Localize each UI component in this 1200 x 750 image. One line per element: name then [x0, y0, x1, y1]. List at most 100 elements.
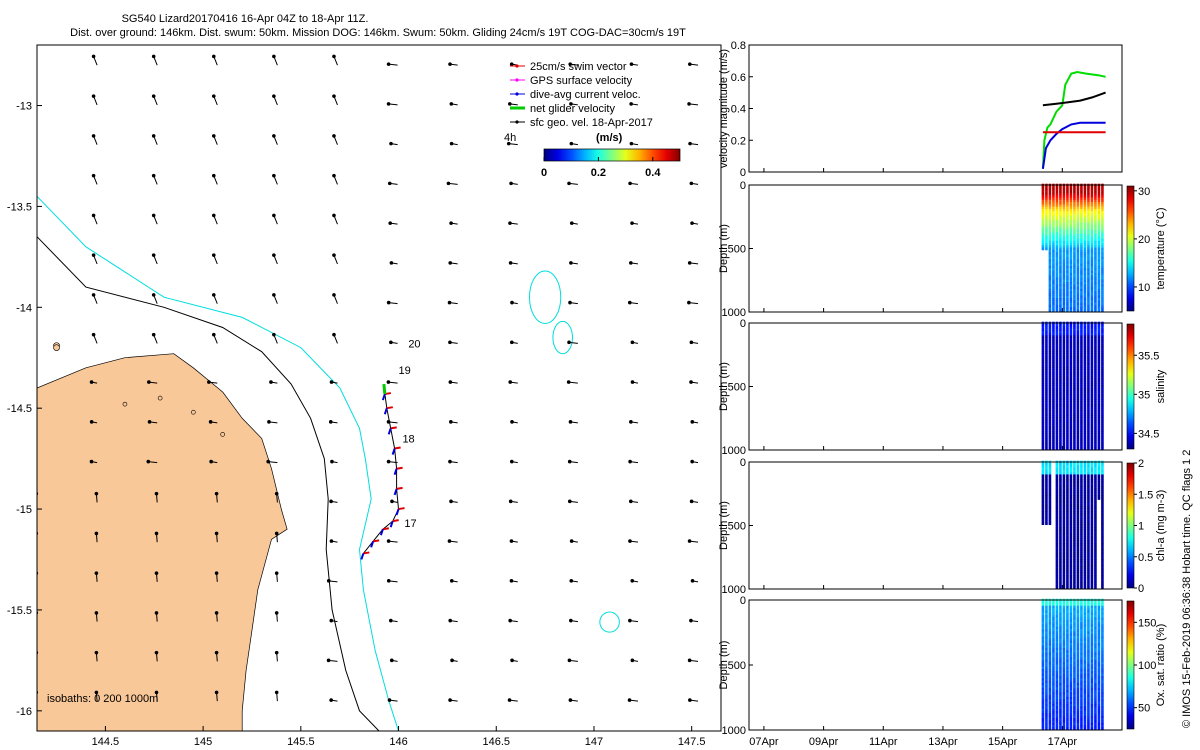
- profile-sample: [1055, 472, 1059, 475]
- profile-sample: [1055, 584, 1059, 587]
- current-arrow: [332, 173, 338, 185]
- net-velocity-vector: [382, 383, 387, 395]
- profile-sample: [1066, 374, 1069, 377]
- current-arrow: [154, 690, 159, 702]
- profile-sample: [1097, 478, 1101, 482]
- profile-sample: [1090, 323, 1094, 327]
- profile-sample: [1073, 238, 1076, 242]
- profile-sample: [1069, 554, 1073, 558]
- current-arrow: [386, 579, 398, 583]
- colorbar-tick: 34.5: [1138, 428, 1159, 440]
- profile-sample: [1097, 190, 1101, 194]
- current-arrow: [569, 579, 578, 583]
- profile-sample: [1055, 222, 1059, 226]
- profile-sample: [1097, 392, 1101, 396]
- profile-sample: [1059, 222, 1062, 226]
- profile-sample: [1090, 499, 1094, 503]
- profile-sample: [1101, 520, 1104, 523]
- profile-sample: [1076, 685, 1080, 688]
- profile-sample: [1066, 636, 1069, 639]
- profile-sample: [1090, 638, 1094, 642]
- profile-sample: [1087, 657, 1090, 660]
- profile-sample: [1052, 392, 1055, 396]
- profile-sample: [1045, 708, 1048, 712]
- profile-sample: [1059, 699, 1062, 702]
- profile-sample: [1055, 229, 1059, 233]
- profile-sample: [1094, 568, 1097, 571]
- profile-sample: [1062, 633, 1066, 637]
- profile-sample: [1080, 563, 1083, 567]
- profile-sample: [1066, 419, 1069, 423]
- profile-sample: [1052, 612, 1055, 616]
- profile-sample: [1094, 538, 1097, 542]
- profile-sample: [1041, 699, 1045, 702]
- day-label: 19: [399, 365, 411, 377]
- profile-sample: [1094, 238, 1097, 242]
- profile-sample: [1069, 197, 1073, 201]
- profile-sample: [1062, 426, 1066, 430]
- profile-sample: [1076, 522, 1080, 526]
- profile-sample: [1101, 438, 1104, 441]
- profile-sample: [1094, 661, 1097, 665]
- profile-sample: [1062, 552, 1066, 555]
- profile-sample: [1073, 217, 1076, 221]
- profile-sample: [1087, 307, 1090, 310]
- current-arrow: [389, 340, 398, 345]
- profile-sample: [1094, 436, 1097, 439]
- profile-sample: [1045, 351, 1048, 355]
- current-arrow: [274, 491, 279, 503]
- profile-sample: [1066, 517, 1069, 521]
- profile-sample: [1083, 335, 1087, 339]
- profile-sample: [1080, 687, 1083, 691]
- profile-sample: [1083, 208, 1087, 212]
- profile-sample: [1087, 335, 1090, 339]
- profile-sample: [1090, 666, 1094, 670]
- profile-sample: [1069, 699, 1073, 702]
- profile-sample: [1094, 617, 1097, 621]
- profile-sample: [1052, 426, 1055, 430]
- profile-sample: [1045, 636, 1048, 639]
- profile-sample: [1045, 204, 1048, 207]
- profile-sample: [1066, 227, 1069, 230]
- profile-sample: [1097, 291, 1101, 294]
- profile-sample: [1080, 272, 1083, 276]
- dac-vector: [370, 541, 375, 548]
- profile-sample: [1080, 387, 1083, 391]
- profile-sample: [1080, 701, 1083, 705]
- profile-sample: [1062, 208, 1066, 212]
- profile-sample: [1052, 298, 1055, 301]
- profile-sample: [1066, 358, 1069, 361]
- profile-sample: [1090, 704, 1094, 707]
- profile-sample: [1097, 601, 1101, 604]
- profile-sample: [1076, 540, 1080, 544]
- profile-sample: [1083, 654, 1087, 658]
- profile-sample: [1090, 476, 1094, 480]
- profile-sample: [1062, 387, 1066, 391]
- map-colorbar-tick: 0: [541, 167, 547, 179]
- profile-sample: [1055, 654, 1059, 658]
- profile-sample: [1048, 718, 1052, 721]
- profile-sample: [1059, 542, 1062, 546]
- profile-sample: [1059, 577, 1062, 580]
- profile-sample: [1087, 499, 1090, 503]
- profile-sample: [1055, 687, 1059, 691]
- profile-sample: [1094, 190, 1097, 194]
- profile-sample: [1073, 374, 1076, 377]
- profile-sample: [1080, 725, 1083, 728]
- profile-sample: [1090, 556, 1094, 560]
- profile-sample: [1059, 647, 1062, 651]
- profile-sample: [1066, 617, 1069, 621]
- profile-sample: [1052, 381, 1055, 384]
- profile-sample: [1062, 394, 1066, 398]
- profile-sample: [1066, 533, 1069, 537]
- profile-sample: [1080, 515, 1083, 519]
- profile-sample: [1062, 413, 1066, 416]
- profile-sample: [1062, 694, 1066, 698]
- profile-sample: [1094, 387, 1097, 391]
- current-arrow: [448, 380, 458, 384]
- profile-sample: [1059, 531, 1062, 535]
- profile-sample: [1048, 492, 1052, 496]
- profile-sample: [1052, 339, 1055, 343]
- profile-sample: [1055, 626, 1059, 630]
- profile-sample: [1080, 545, 1083, 548]
